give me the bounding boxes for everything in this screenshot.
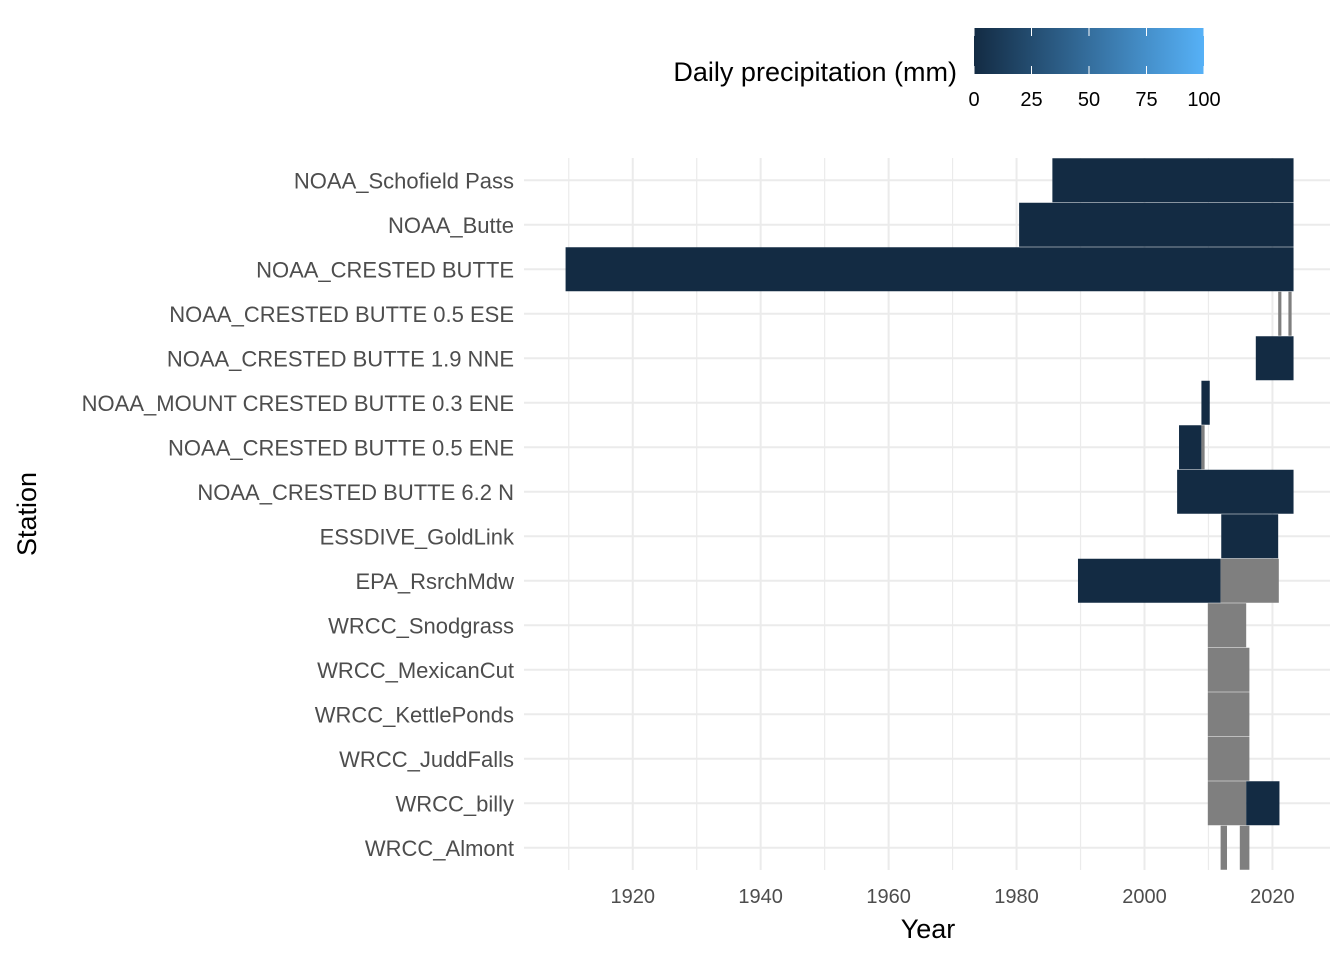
coverage-bar [1019, 202, 1294, 247]
station-label: NOAA_Butte [388, 213, 514, 238]
coverage-bar [1207, 603, 1247, 648]
legend-tick-label: 0 [968, 89, 979, 111]
x-axis-title: Year [901, 914, 956, 944]
coverage-bar [1207, 647, 1250, 692]
x-tick-label: 2000 [1122, 886, 1167, 908]
coverage-bar [1278, 291, 1282, 336]
legend-ticks: 0 25 50 75 100 [968, 28, 1221, 111]
station-label: ESSDIVE_GoldLink [320, 524, 515, 549]
coverage-bar [1077, 558, 1221, 603]
legend-title: Daily precipitation (mm) [673, 57, 957, 87]
coverage-bar [1220, 825, 1228, 870]
coverage-bar [1220, 558, 1279, 603]
x-tick-labels: 1920 1940 1960 1980 2000 2020 [610, 886, 1294, 908]
coverage-bar [1179, 425, 1202, 470]
x-tick-label: 1980 [994, 886, 1039, 908]
station-label: NOAA_CRESTED BUTTE [256, 257, 514, 282]
station-label: WRCC_MexicanCut [317, 658, 514, 683]
y-axis-title: Station [12, 472, 42, 556]
station-label: NOAA_CRESTED BUTTE 1.9 NNE [167, 346, 514, 371]
legend: Daily precipitation (mm) 0 25 50 75 100 [673, 28, 1221, 111]
x-tick-label: 2020 [1250, 886, 1295, 908]
coverage-bar [1201, 425, 1205, 470]
legend-tick-label: 25 [1020, 89, 1042, 111]
station-label: WRCC_billy [395, 791, 514, 816]
coverage-bar [1201, 380, 1210, 425]
station-label: WRCC_Almont [365, 836, 514, 861]
station-label: EPA_RsrchMdw [355, 569, 514, 594]
coverage-bar [1246, 781, 1280, 826]
legend-tick-label: 75 [1135, 89, 1157, 111]
station-label: NOAA_CRESTED BUTTE 6.2 N [197, 480, 514, 505]
station-label: WRCC_Snodgrass [328, 613, 514, 638]
station-label: NOAA_CRESTED BUTTE 0.5 ESE [169, 302, 514, 327]
station-label: NOAA_CRESTED BUTTE 0.5 ENE [168, 435, 514, 460]
coverage-bar [1221, 514, 1279, 559]
station-label: WRCC_JuddFalls [339, 747, 514, 772]
station-label: WRCC_KettlePonds [315, 702, 514, 727]
station-label: NOAA_MOUNT CRESTED BUTTE 0.3 ENE [82, 391, 514, 416]
coverage-bars [565, 158, 1294, 870]
coverage-bar [1288, 291, 1292, 336]
station-labels: NOAA_Schofield Pass NOAA_Butte NOAA_CRESTE… [82, 168, 515, 861]
coverage-bar [1239, 825, 1250, 870]
coverage-bar [1207, 781, 1247, 826]
coverage-bar [1177, 469, 1294, 514]
x-tick-label: 1960 [866, 886, 911, 908]
coverage-bar [1207, 736, 1250, 781]
legend-tick-label: 100 [1187, 89, 1220, 111]
coverage-bar [1255, 336, 1294, 381]
coverage-bar [1207, 692, 1250, 737]
coverage-bar [565, 247, 1294, 292]
station-label: NOAA_Schofield Pass [294, 168, 514, 193]
x-tick-label: 1920 [610, 886, 655, 908]
coverage-bar [1052, 158, 1294, 203]
x-tick-label: 1940 [738, 886, 783, 908]
legend-tick-label: 50 [1078, 89, 1100, 111]
